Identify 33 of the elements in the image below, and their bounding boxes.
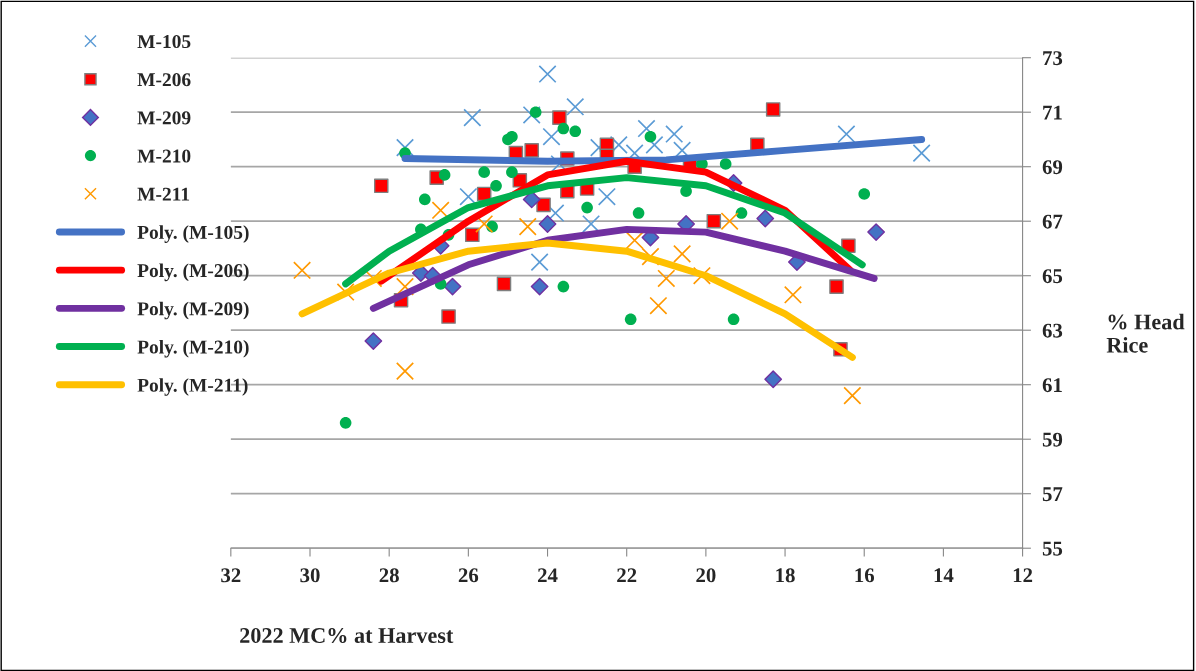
legend-label: Poly. (M-209): [137, 301, 249, 320]
x-tick-label: 30: [300, 568, 320, 583]
x-tick-label: 22: [617, 568, 637, 583]
x-tick-label: 16: [855, 568, 875, 583]
y-axis-title: % Head Rice: [1106, 313, 1185, 353]
y-tick-label: 61: [1042, 378, 1062, 393]
legend-label: M-209: [137, 111, 191, 125]
legend-label: M-206: [137, 73, 191, 87]
x-tick-label: 18: [776, 568, 795, 583]
y-tick-label: 67: [1042, 214, 1063, 229]
y-tick-label: 65: [1042, 269, 1063, 284]
y-tick-label: 57: [1042, 487, 1063, 502]
y-tick-label: 73: [1043, 51, 1063, 66]
legend-label: Poly. (M-206): [137, 263, 249, 282]
x-tick-label: 14: [934, 568, 954, 583]
legend-label: M-210: [137, 149, 191, 163]
legend-label: M-105: [137, 34, 191, 49]
legend-label: M-211: [137, 187, 190, 201]
y-tick-label: 69: [1042, 160, 1063, 175]
x-axis-title: 2022 MC% at Harvest: [240, 628, 454, 644]
x-tick-label: 28: [379, 568, 399, 583]
x-tick-label: 24: [537, 568, 558, 583]
x-tick-label: 26: [458, 568, 479, 583]
y-tick-label: 55: [1042, 541, 1063, 556]
legend-label: Poly. (M-210): [137, 339, 249, 358]
legend-label: Poly. (M-105): [137, 225, 249, 243]
x-tick-label: 32: [221, 568, 241, 583]
legend-label: Poly. (M-211): [137, 378, 248, 396]
y-tick-label: 71: [1043, 105, 1062, 120]
x-tick-label: 20: [696, 568, 716, 583]
y-tick-label: 63: [1042, 323, 1063, 338]
y-tick-label: 59: [1042, 432, 1063, 447]
x-tick-label: 12: [1013, 568, 1033, 583]
